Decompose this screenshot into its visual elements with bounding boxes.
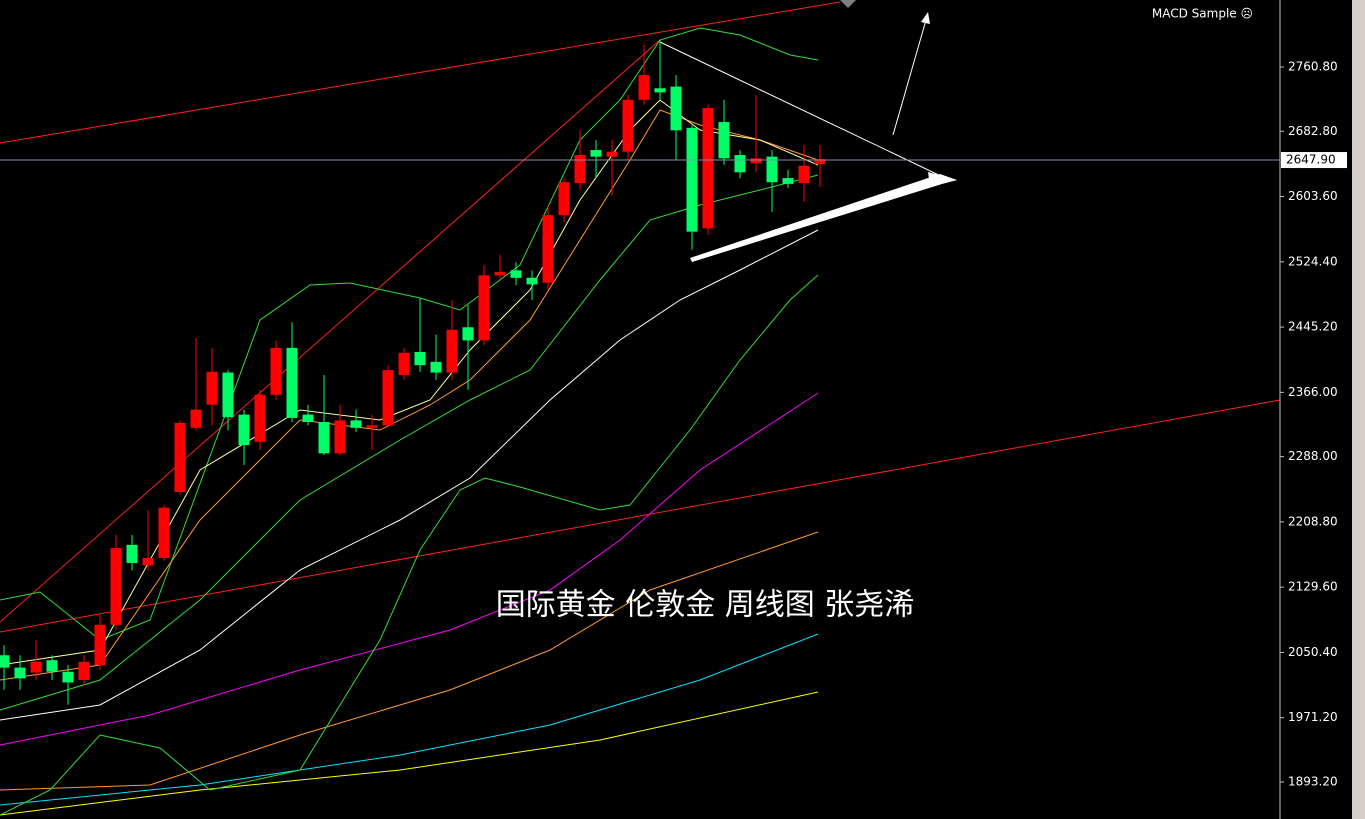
indicator-label: MACD Sample ☹ <box>1152 7 1253 21</box>
candle-body <box>158 507 170 559</box>
y-tick-label: 1971.20 <box>1288 710 1338 724</box>
candle-body <box>190 409 202 428</box>
bollinger-lower <box>0 274 819 816</box>
y-tick-label: 2366.00 <box>1288 385 1338 399</box>
candle-body <box>238 414 250 446</box>
candle-body <box>30 661 42 673</box>
candle-body <box>622 99 634 152</box>
moving-average <box>0 633 819 806</box>
candle-body <box>798 165 810 184</box>
candle-body <box>478 275 490 341</box>
candle-body <box>446 329 458 373</box>
candle-body <box>510 270 522 278</box>
candle-body <box>174 422 186 493</box>
y-tick-label: 2603.60 <box>1288 189 1338 203</box>
candle-body <box>654 88 666 93</box>
candle-body <box>222 372 234 418</box>
candle-body <box>686 127 698 232</box>
candle-body <box>526 277 538 285</box>
candle-body <box>270 347 282 395</box>
candle-body <box>638 75 650 100</box>
candle-body <box>382 370 394 426</box>
bollinger-upper <box>0 27 819 641</box>
candle-body <box>142 558 154 566</box>
current-price-tag <box>1281 152 1347 169</box>
candle-body <box>750 158 762 164</box>
candle-body <box>430 361 442 373</box>
arrow-head <box>921 12 930 24</box>
candle-body <box>62 671 74 683</box>
triangle-line <box>690 174 957 262</box>
candle-body <box>206 371 218 405</box>
candle-body <box>318 422 330 454</box>
caption: 国际黄金 伦敦金 周线图 张尧浠 <box>496 588 915 623</box>
candle-body <box>110 548 122 625</box>
candle-body <box>254 394 266 442</box>
y-tick-label: 2288.00 <box>1288 449 1338 463</box>
shift-marker <box>840 0 856 8</box>
candle-body <box>78 661 90 680</box>
moving-average <box>0 229 819 721</box>
y-tick-label: 2682.80 <box>1288 124 1338 138</box>
triangle-line <box>659 41 946 179</box>
trend-line <box>0 399 1281 633</box>
moving-average <box>0 392 819 746</box>
moving-average <box>0 99 819 666</box>
candle-body <box>126 544 138 563</box>
moving-average <box>0 531 819 791</box>
candle-body <box>94 624 106 666</box>
y-tick-label: 1893.20 <box>1288 774 1338 788</box>
candle-body <box>334 420 346 454</box>
candle-body <box>494 272 506 276</box>
candle-body <box>542 215 554 283</box>
trend-line <box>0 1 841 144</box>
scrollbar <box>1352 0 1365 819</box>
candle-body <box>0 655 10 668</box>
candle-body <box>558 182 570 216</box>
current-price-label: 2647.90 <box>1286 153 1336 167</box>
candles <box>0 39 826 705</box>
candle-body <box>670 86 682 131</box>
overlays <box>0 0 1281 816</box>
candle-body <box>606 151 618 157</box>
y-tick-label: 2445.20 <box>1288 320 1338 334</box>
y-tick-label: 2208.80 <box>1288 514 1338 528</box>
candle-body <box>814 159 826 165</box>
candle-body <box>734 155 746 173</box>
candle-body <box>366 425 378 428</box>
y-tick-label: 2760.80 <box>1288 60 1338 74</box>
candle-body <box>462 327 474 341</box>
arrow-head <box>928 172 957 186</box>
candle-body <box>398 352 410 376</box>
candle-body <box>766 156 778 183</box>
moving-average <box>0 109 819 681</box>
candle-body <box>590 150 602 157</box>
candle-body <box>350 420 362 428</box>
candle-body <box>574 155 586 184</box>
candle-body <box>14 667 26 679</box>
trend-line <box>0 39 661 623</box>
candle-body <box>718 122 730 159</box>
candle-body <box>414 351 426 366</box>
candle-body <box>782 178 794 184</box>
y-tick-label: 2050.40 <box>1288 645 1338 659</box>
moving-average <box>0 691 819 816</box>
y-tick-label: 2129.60 <box>1288 580 1338 594</box>
candle-body <box>286 347 298 418</box>
candle-body <box>302 414 314 423</box>
candle-body <box>702 108 714 229</box>
arrow <box>892 19 927 136</box>
candle-body <box>46 660 58 672</box>
y-tick-label: 2524.40 <box>1288 254 1338 268</box>
